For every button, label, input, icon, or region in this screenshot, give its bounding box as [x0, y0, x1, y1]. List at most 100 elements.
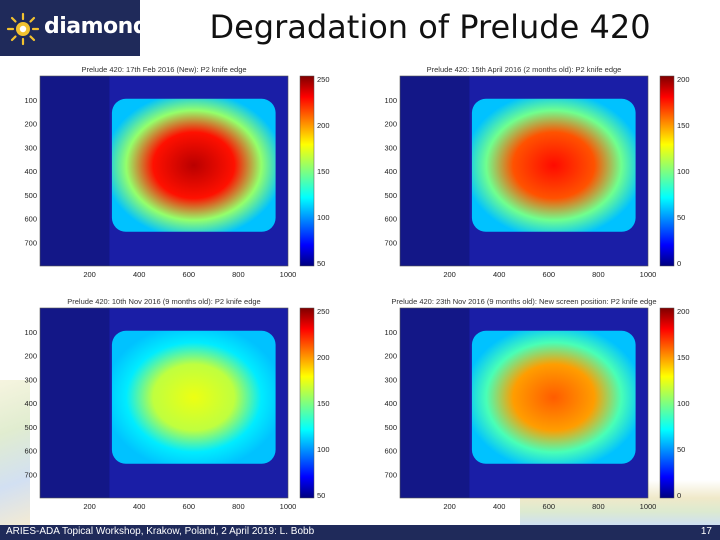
y-tick-label: 600 — [24, 447, 37, 456]
colorbar-tick-label: 100 — [677, 167, 690, 176]
colorbar-tick-label: 0 — [677, 491, 681, 500]
colorbar-tick-label: 50 — [677, 213, 685, 222]
beam-image-panel-feb-2016: Prelude 420: 17th Feb 2016 (New): P2 kni… — [18, 62, 358, 294]
y-tick-label: 300 — [24, 143, 37, 152]
panel-svg: Prelude 420: 23th Nov 2016 (9 months old… — [384, 297, 690, 511]
colorbar-tick-label: 150 — [677, 353, 690, 362]
x-tick-label: 200 — [443, 270, 456, 279]
logo: diamond — [0, 0, 149, 56]
x-tick-label: 200 — [83, 502, 96, 511]
x-tick-label: 400 — [133, 270, 146, 279]
x-tick-label: 800 — [592, 270, 605, 279]
y-tick-label: 300 — [24, 375, 37, 384]
x-tick-label: 600 — [183, 502, 196, 511]
y-tick-label: 500 — [384, 191, 397, 200]
x-tick-label: 400 — [493, 270, 506, 279]
slide-title: Degradation of Prelude 420 — [209, 8, 651, 46]
y-tick-label: 700 — [384, 238, 397, 247]
y-tick-label: 400 — [384, 167, 397, 176]
y-tick-label: 400 — [24, 167, 37, 176]
y-tick-label: 100 — [384, 328, 397, 337]
colorbar-tick-label: 150 — [317, 167, 330, 176]
beam-image-panel-apr-2016: Prelude 420: 15th April 2016 (2 months o… — [378, 62, 718, 294]
panel-svg: Prelude 420: 15th April 2016 (2 months o… — [384, 65, 690, 279]
y-tick-label: 700 — [384, 470, 397, 479]
x-tick-label: 400 — [493, 502, 506, 511]
beam-profile — [111, 98, 276, 232]
beam-profile — [471, 98, 636, 232]
panel-svg: Prelude 420: 17th Feb 2016 (New): P2 kni… — [24, 65, 330, 279]
colorbar — [659, 307, 675, 499]
beam-profile — [471, 330, 636, 464]
x-tick-label: 1000 — [640, 502, 657, 511]
y-tick-label: 400 — [24, 399, 37, 408]
panel-title: Prelude 420: 15th April 2016 (2 months o… — [427, 65, 622, 74]
colorbar-tick-label: 100 — [317, 213, 330, 222]
panel-title: Prelude 420: 23th Nov 2016 (9 months old… — [391, 297, 656, 306]
y-tick-label: 400 — [384, 399, 397, 408]
knife-edge-shadow — [40, 308, 110, 498]
colorbar-tick-label: 0 — [677, 259, 681, 268]
y-tick-label: 300 — [384, 375, 397, 384]
colorbar — [299, 75, 315, 267]
plot-frame — [399, 75, 649, 267]
colorbar-tick-label: 200 — [677, 75, 690, 84]
y-tick-label: 600 — [384, 447, 397, 456]
colorbar-tick-label: 50 — [317, 491, 325, 500]
y-tick-label: 200 — [384, 120, 397, 129]
y-tick-label: 600 — [24, 215, 37, 224]
x-tick-label: 600 — [543, 270, 556, 279]
diamond-logo-icon — [6, 12, 40, 46]
panel-title: Prelude 420: 17th Feb 2016 (New): P2 kni… — [81, 65, 246, 74]
colorbar — [299, 307, 315, 499]
y-tick-label: 500 — [384, 423, 397, 432]
plot-frame — [39, 75, 289, 267]
colorbar-tick-label: 150 — [317, 399, 330, 408]
colorbar-tick-label: 250 — [317, 75, 330, 84]
y-tick-label: 200 — [24, 352, 37, 361]
knife-edge-shadow — [400, 76, 470, 266]
colorbar-tick-label: 200 — [677, 307, 690, 316]
x-tick-label: 800 — [232, 502, 245, 511]
beam-profile — [111, 330, 276, 464]
footer-citation: ARIES-ADA Topical Workshop, Krakow, Pola… — [6, 526, 315, 537]
y-tick-label: 200 — [384, 352, 397, 361]
slide-header: diamond Degradation of Prelude 420 — [0, 0, 720, 56]
y-tick-label: 300 — [384, 143, 397, 152]
plot-frame — [39, 307, 289, 499]
x-tick-label: 800 — [232, 270, 245, 279]
colorbar-tick-label: 100 — [317, 445, 330, 454]
logo-text: diamond — [44, 14, 149, 39]
x-tick-label: 200 — [83, 270, 96, 279]
plot-frame — [399, 307, 649, 499]
page-number: 17 — [700, 526, 712, 537]
x-tick-label: 1000 — [280, 502, 297, 511]
y-tick-label: 600 — [384, 215, 397, 224]
colorbar-tick-label: 50 — [317, 259, 325, 268]
colorbar-tick-label: 200 — [317, 121, 330, 130]
colorbar-tick-label: 250 — [317, 307, 330, 316]
colorbar — [659, 75, 675, 267]
y-tick-label: 700 — [24, 470, 37, 479]
panel-title: Prelude 420: 10th Nov 2016 (9 months old… — [67, 297, 260, 306]
knife-edge-shadow — [400, 308, 470, 498]
y-tick-label: 700 — [24, 238, 37, 247]
beam-image-panel-nov-2016-new-position: Prelude 420: 23th Nov 2016 (9 months old… — [378, 294, 718, 526]
y-tick-label: 100 — [24, 328, 37, 337]
knife-edge-shadow — [40, 76, 110, 266]
x-tick-label: 600 — [183, 270, 196, 279]
colorbar-tick-label: 200 — [317, 353, 330, 362]
colorbar-tick-label: 150 — [677, 121, 690, 130]
panel-svg: Prelude 420: 10th Nov 2016 (9 months old… — [24, 297, 330, 511]
x-tick-label: 1000 — [280, 270, 297, 279]
decorative-swoosh-left — [0, 380, 30, 525]
y-tick-label: 100 — [24, 96, 37, 105]
x-tick-label: 200 — [443, 502, 456, 511]
y-tick-label: 100 — [384, 96, 397, 105]
slide-footer: ARIES-ADA Topical Workshop, Krakow, Pola… — [0, 525, 720, 540]
colorbar-tick-label: 100 — [677, 399, 690, 408]
y-tick-label: 500 — [24, 191, 37, 200]
x-tick-label: 1000 — [640, 270, 657, 279]
beam-image-panel-nov-2016: Prelude 420: 10th Nov 2016 (9 months old… — [18, 294, 358, 526]
x-tick-label: 600 — [543, 502, 556, 511]
